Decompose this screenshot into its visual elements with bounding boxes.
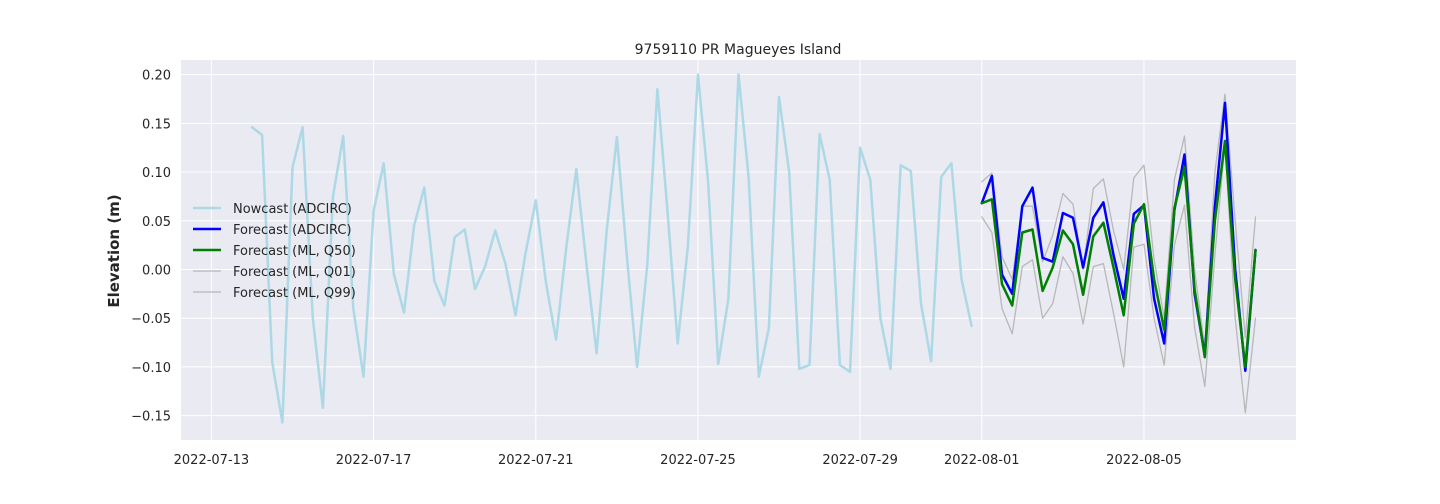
series-line-0 — [250, 73, 973, 424]
chart-title: 9759110 PR Magueyes Island — [635, 42, 842, 58]
y-tick-label: 0.15 — [142, 117, 171, 132]
legend-label: Nowcast (ADCIRC) — [233, 202, 352, 217]
legend-label: Forecast (ML, Q01) — [233, 265, 356, 280]
x-tick-label: 2022-07-21 — [498, 453, 574, 468]
y-tick-label: −0.15 — [131, 410, 171, 425]
x-tick-label: 2022-07-25 — [660, 453, 736, 468]
y-tick-label: −0.10 — [131, 361, 171, 376]
legend-label: Forecast (ML, Q99) — [233, 286, 356, 301]
x-tick-label: 2022-08-05 — [1106, 453, 1182, 468]
y-tick-label: −0.05 — [131, 312, 171, 327]
legend-label: Forecast (ML, Q50) — [233, 244, 356, 259]
x-tick-label: 2022-07-29 — [822, 453, 898, 468]
legend: Nowcast (ADCIRC) Forecast (ADCIRC) Forecas… — [193, 202, 356, 301]
series-group — [250, 73, 1257, 424]
y-axis: −0.15 −0.10 −0.05 0.00 0.05 0.10 0.15 0.20 — [131, 69, 171, 425]
y-tick-label: 0.00 — [142, 263, 171, 278]
series-line-4 — [981, 93, 1257, 349]
series-line-2 — [980, 139, 1257, 369]
legend-label: Forecast (ADCIRC) — [233, 223, 352, 238]
x-tick-label: 2022-07-13 — [174, 453, 250, 468]
y-axis-label: Elevation (m) — [105, 194, 123, 307]
y-tick-label: 0.05 — [142, 215, 171, 230]
y-tick-label: 0.10 — [142, 166, 171, 181]
x-tick-label: 2022-07-17 — [336, 453, 412, 468]
series-line-3 — [981, 142, 1257, 414]
x-tick-label: 2022-08-01 — [944, 453, 1020, 468]
y-tick-label: 0.20 — [142, 69, 171, 84]
x-axis: 2022-07-13 2022-07-17 2022-07-21 2022-07-25… — [174, 453, 1182, 468]
